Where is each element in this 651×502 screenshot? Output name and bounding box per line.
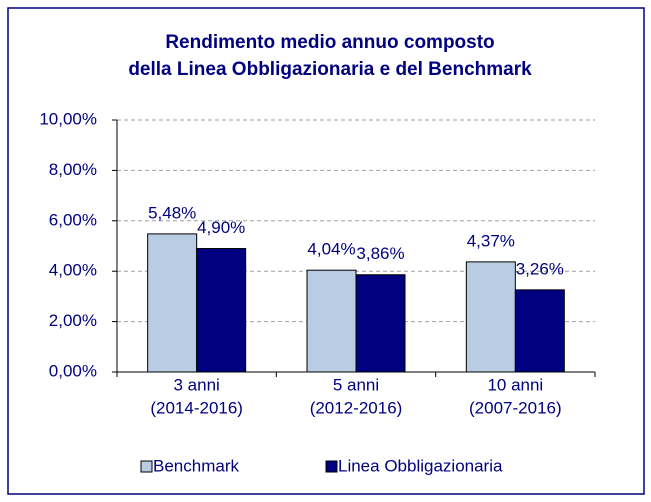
value-label: 3,26% — [516, 259, 564, 278]
value-label: 5,48% — [148, 203, 196, 222]
y-tick-label: 8,00% — [49, 160, 97, 179]
bar — [465, 261, 516, 373]
value-label: 3,86% — [356, 244, 404, 263]
value-label: 4,37% — [467, 231, 515, 250]
bar — [355, 274, 406, 373]
x-tick-label: 10 anni — [487, 375, 543, 394]
bar — [196, 248, 247, 373]
y-tick-label: 0,00% — [49, 361, 97, 380]
legend-label: Linea Obbligazionaria — [338, 456, 503, 475]
y-tick-label: 10,00% — [39, 109, 97, 128]
y-tick-label: 6,00% — [49, 210, 97, 229]
bar — [147, 233, 198, 373]
bar — [306, 269, 357, 373]
x-tick-label: 3 anni — [174, 375, 220, 394]
chart-title: della Linea Obbligazionaria e del Benchm… — [128, 59, 532, 80]
value-label: 4,90% — [197, 218, 245, 237]
x-tick-label: (2014-2016) — [150, 398, 243, 417]
x-tick-label: (2012-2016) — [310, 398, 403, 417]
y-tick-label: 2,00% — [49, 311, 97, 330]
bar — [514, 289, 565, 373]
legend-label: Benchmark — [153, 456, 239, 475]
chart-title: Rendimento medio annuo composto — [165, 32, 494, 53]
x-tick-label: (2007-2016) — [469, 398, 562, 417]
legend-swatch — [325, 460, 338, 473]
y-tick-label: 4,00% — [49, 261, 97, 280]
chart-frame — [7, 7, 645, 495]
legend-swatch — [140, 460, 153, 473]
x-tick-label: 5 anni — [333, 375, 379, 394]
value-label: 4,04% — [307, 240, 355, 259]
